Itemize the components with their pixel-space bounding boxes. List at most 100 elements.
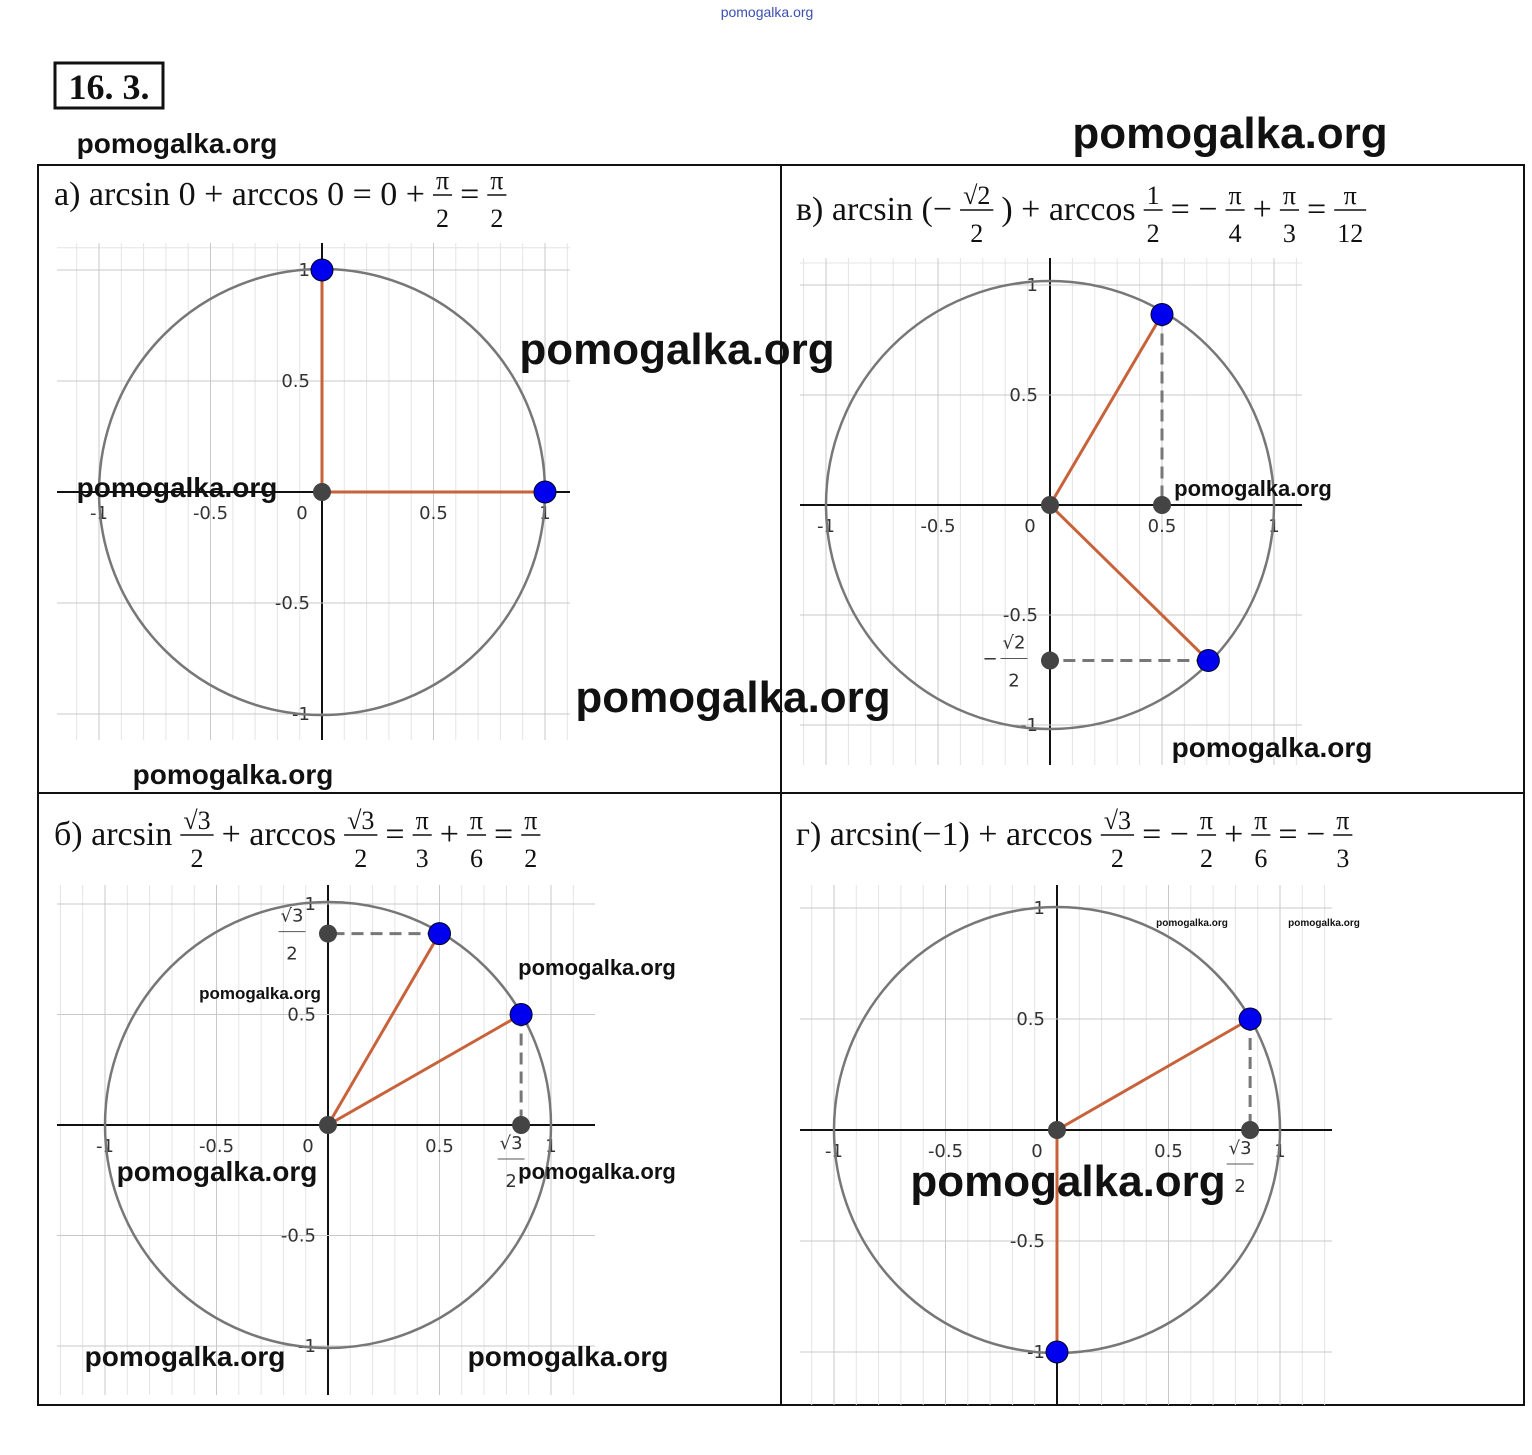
fraction-numerator: π xyxy=(1229,181,1242,210)
watermark: pomogalka.org xyxy=(1174,476,1332,501)
x-tick-label: 0.5 xyxy=(419,503,448,524)
y-tick-label: -0.5 xyxy=(275,593,310,614)
projection-point xyxy=(512,1116,531,1134)
x-tick-label: 0 xyxy=(302,1136,313,1157)
fraction-numerator: √3 xyxy=(281,906,304,927)
fraction-numerator: π xyxy=(1344,181,1357,210)
watermark: pomogalka.org xyxy=(1172,732,1373,763)
watermark: pomogalka.org xyxy=(468,1341,669,1372)
formula-text: = xyxy=(385,816,404,853)
x-tick-label: -0.5 xyxy=(920,516,955,537)
fraction-denominator: 3 xyxy=(1283,219,1296,248)
unit-circle xyxy=(103,900,553,1350)
fraction-denominator: 6 xyxy=(470,844,483,873)
formula-text: + xyxy=(1224,816,1243,853)
watermark: pomogalka.org xyxy=(519,325,834,374)
origin-point xyxy=(319,1116,337,1134)
watermark: pomogalka.org xyxy=(518,1159,676,1184)
fraction-denominator: 2 xyxy=(970,219,983,248)
formula-text: = − xyxy=(1142,816,1189,853)
x-tick-label: -0.5 xyxy=(199,1136,234,1157)
problem-number: 16. 3. xyxy=(69,67,150,107)
watermark: pomogalka.org xyxy=(77,472,278,503)
x-tick-label: -0.5 xyxy=(928,1141,963,1162)
projection-point xyxy=(1241,1121,1260,1139)
watermark: pomogalka.org xyxy=(85,1341,286,1372)
fraction-numerator: √3 xyxy=(347,806,374,835)
y-tick-label: -1 xyxy=(1020,715,1038,736)
fraction-numerator: π xyxy=(524,806,537,835)
fraction-numerator: π xyxy=(436,166,449,195)
fraction-denominator: 3 xyxy=(1336,844,1349,873)
watermark: pomogalka.org xyxy=(133,759,334,790)
point xyxy=(428,922,451,946)
fraction-numerator: √3 xyxy=(1104,806,1131,835)
fraction-numerator: π xyxy=(1336,806,1349,835)
point xyxy=(1196,649,1220,673)
watermark: pomogalka.org xyxy=(910,1157,1225,1206)
point xyxy=(310,258,334,282)
y-tick-label: 0.5 xyxy=(281,371,310,392)
fraction-numerator: π xyxy=(1200,806,1213,835)
number-box xyxy=(53,61,165,110)
x-tick-label: -0.5 xyxy=(193,503,228,524)
fraction-numerator: √2 xyxy=(963,181,990,210)
y-tick-label: 0.5 xyxy=(1016,1009,1045,1030)
x-tick-label: 0 xyxy=(1031,1141,1042,1162)
fraction-numerator: π xyxy=(470,806,483,835)
formula-text: = xyxy=(1307,191,1326,228)
formula-text: а) arcsin 0 + arccos 0 = 0 + xyxy=(54,176,425,213)
y-tick-label: -0.5 xyxy=(281,1226,316,1247)
fraction-denominator: 2 xyxy=(505,1171,516,1192)
x-tick-label: 0.5 xyxy=(425,1136,454,1157)
radius-segment xyxy=(327,1013,522,1127)
radius-segment xyxy=(1056,1017,1251,1132)
watermark: pomogalka.org xyxy=(575,673,890,722)
origin-point xyxy=(313,483,331,501)
fraction-denominator: 2 xyxy=(1111,844,1124,873)
fraction-numerator: 1 xyxy=(1147,181,1160,210)
x-tick-label: 0.5 xyxy=(1154,1141,1183,1162)
watermark: pomogalka.org xyxy=(1156,918,1228,929)
origin-point xyxy=(1041,496,1059,514)
y-tick-label: 0.5 xyxy=(287,1005,316,1026)
watermark: pomogalka.org xyxy=(117,1156,318,1187)
formula-text: + arccos xyxy=(222,816,337,853)
x-tick-label: 0 xyxy=(296,503,307,524)
watermark: pomogalka.org xyxy=(1288,918,1360,929)
x-tick-label: 0.5 xyxy=(1148,516,1177,537)
formula-text: + xyxy=(1253,191,1272,228)
projection-point xyxy=(1153,496,1171,514)
fraction-numerator: π xyxy=(1254,806,1267,835)
site-link: pomogalka.org xyxy=(721,4,814,20)
y-tick-label: 1 xyxy=(305,894,316,915)
fraction-denominator: 2 xyxy=(1008,671,1019,692)
fraction-denominator: 2 xyxy=(354,844,367,873)
point xyxy=(1238,1007,1262,1031)
fraction-numerator: π xyxy=(490,166,503,195)
y-tick-label: 1 xyxy=(1027,275,1038,296)
fraction-numerator: π xyxy=(416,806,429,835)
fraction-denominator: 2 xyxy=(1200,844,1213,873)
formula-text: = xyxy=(460,176,479,213)
fraction-denominator: 2 xyxy=(286,944,297,965)
fraction-denominator: 2 xyxy=(490,204,503,233)
fraction-denominator: 4 xyxy=(1229,219,1242,248)
point xyxy=(1150,302,1174,326)
point xyxy=(1045,1340,1069,1364)
label-sign: − xyxy=(982,649,997,670)
point xyxy=(509,1003,533,1026)
point xyxy=(533,480,557,504)
fraction-numerator: √3 xyxy=(500,1133,523,1154)
y-tick-label: -0.5 xyxy=(1003,605,1038,626)
watermark: pomogalka.org xyxy=(1072,109,1387,158)
fraction-numerator: √2 xyxy=(1003,633,1026,654)
x-tick-label: 0 xyxy=(1024,516,1035,537)
radius-segment xyxy=(1048,503,1210,662)
radius-segment xyxy=(1048,313,1164,506)
formula-text: ) + arccos xyxy=(1001,191,1135,228)
fraction-denominator: 6 xyxy=(1254,844,1267,873)
fraction-denominator: 2 xyxy=(524,844,537,873)
formula-text: = − xyxy=(1171,191,1218,228)
